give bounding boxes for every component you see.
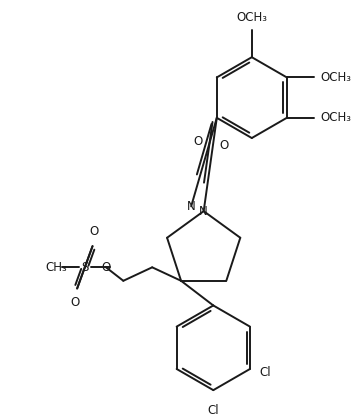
Text: N: N: [187, 200, 195, 213]
Text: CH₃: CH₃: [45, 261, 67, 274]
Text: OCH₃: OCH₃: [236, 11, 267, 25]
Text: S: S: [81, 261, 89, 274]
Text: O: O: [90, 225, 99, 238]
Text: O: O: [219, 139, 228, 152]
Text: N: N: [199, 205, 208, 218]
Text: O: O: [71, 296, 80, 309]
Text: O: O: [102, 261, 111, 274]
Text: Cl: Cl: [207, 404, 219, 417]
Text: Cl: Cl: [260, 366, 271, 379]
Text: O: O: [193, 135, 203, 148]
Text: OCH₃: OCH₃: [320, 111, 351, 124]
Text: OCH₃: OCH₃: [320, 71, 351, 84]
